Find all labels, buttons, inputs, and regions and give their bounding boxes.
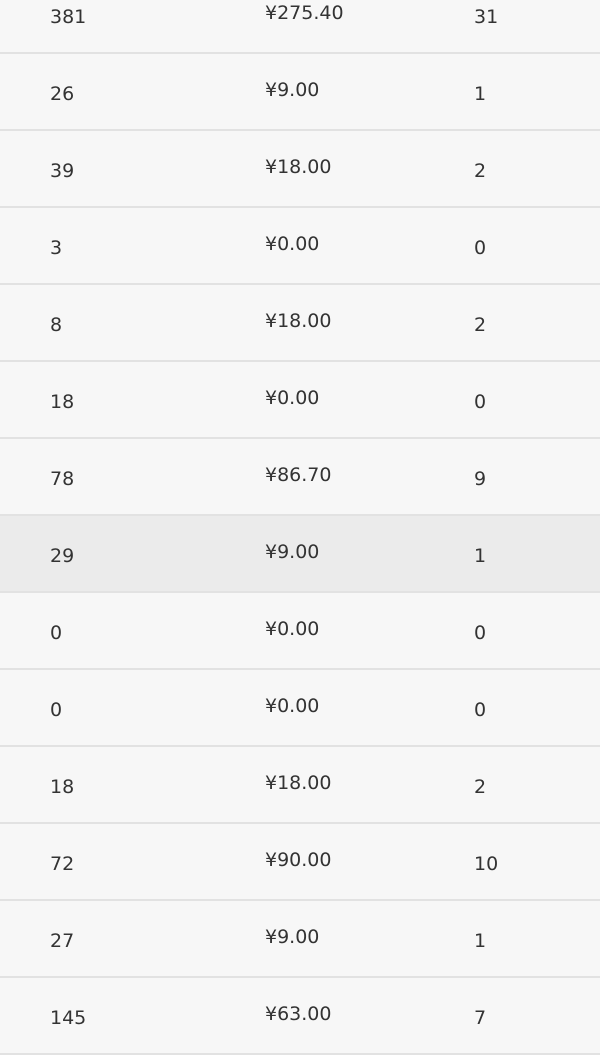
cell-count: 0 — [50, 699, 63, 721]
cell-count: 29 — [50, 545, 75, 567]
cell-count: 381 — [50, 6, 87, 28]
cell-count: 18 — [50, 776, 75, 798]
cell-amount: ¥90.00 — [265, 849, 332, 871]
cell-orders: 7 — [474, 1007, 487, 1029]
cell-amount: ¥0.00 — [265, 387, 320, 409]
cell-count: 27 — [50, 930, 75, 952]
cell-amount: ¥275.40 — [265, 2, 344, 24]
cell-count: 0 — [50, 622, 63, 644]
cell-orders: 2 — [474, 776, 487, 798]
cell-amount: ¥63.00 — [265, 1003, 332, 1025]
cell-count: 3 — [50, 237, 63, 259]
cell-count: 18 — [50, 391, 75, 413]
table-row[interactable]: 145 ¥63.00 7 — [0, 978, 600, 1055]
cell-count: 72 — [50, 853, 75, 875]
cell-orders: 10 — [474, 853, 499, 875]
cell-orders: 0 — [474, 622, 487, 644]
cell-count: 8 — [50, 314, 63, 336]
cell-amount: ¥9.00 — [265, 926, 320, 948]
cell-amount: ¥9.00 — [265, 79, 320, 101]
cell-orders: 0 — [474, 699, 487, 721]
cell-orders: 31 — [474, 6, 499, 28]
table-row[interactable]: 27 ¥9.00 1 — [0, 901, 600, 978]
cell-orders: 1 — [474, 930, 487, 952]
cell-orders: 9 — [474, 468, 487, 490]
table-row[interactable]: 72 ¥90.00 10 — [0, 824, 600, 901]
cell-amount: ¥9.00 — [265, 541, 320, 563]
cell-count: 78 — [50, 468, 75, 490]
table-row[interactable]: 18 ¥0.00 0 — [0, 362, 600, 439]
table-row[interactable]: 0 ¥0.00 0 — [0, 593, 600, 670]
table-row[interactable]: 0 ¥0.00 0 — [0, 670, 600, 747]
table-row[interactable]: 3 ¥0.00 0 — [0, 208, 600, 285]
cell-amount: ¥0.00 — [265, 233, 320, 255]
table-row[interactable]: 8 ¥18.00 2 — [0, 285, 600, 362]
cell-orders: 1 — [474, 545, 487, 567]
cell-orders: 0 — [474, 237, 487, 259]
table-row[interactable]: 29 ¥9.00 1 — [0, 516, 600, 593]
cell-amount: ¥0.00 — [265, 618, 320, 640]
table-row[interactable]: 381 ¥275.40 31 — [0, 0, 600, 54]
cell-count: 39 — [50, 160, 75, 182]
cell-orders: 2 — [474, 314, 487, 336]
table-row[interactable]: 78 ¥86.70 9 — [0, 439, 600, 516]
table-row[interactable]: 39 ¥18.00 2 — [0, 131, 600, 208]
cell-amount: ¥86.70 — [265, 464, 332, 486]
cell-orders: 1 — [474, 83, 487, 105]
cell-amount: ¥18.00 — [265, 310, 332, 332]
cell-amount: ¥18.00 — [265, 156, 332, 178]
cell-amount: ¥18.00 — [265, 772, 332, 794]
table-row[interactable]: 26 ¥9.00 1 — [0, 54, 600, 131]
cell-amount: ¥0.00 — [265, 695, 320, 717]
cell-count: 145 — [50, 1007, 87, 1029]
cell-orders: 0 — [474, 391, 487, 413]
cell-orders: 2 — [474, 160, 487, 182]
cell-count: 26 — [50, 83, 75, 105]
table-row[interactable]: 18 ¥18.00 2 — [0, 747, 600, 824]
